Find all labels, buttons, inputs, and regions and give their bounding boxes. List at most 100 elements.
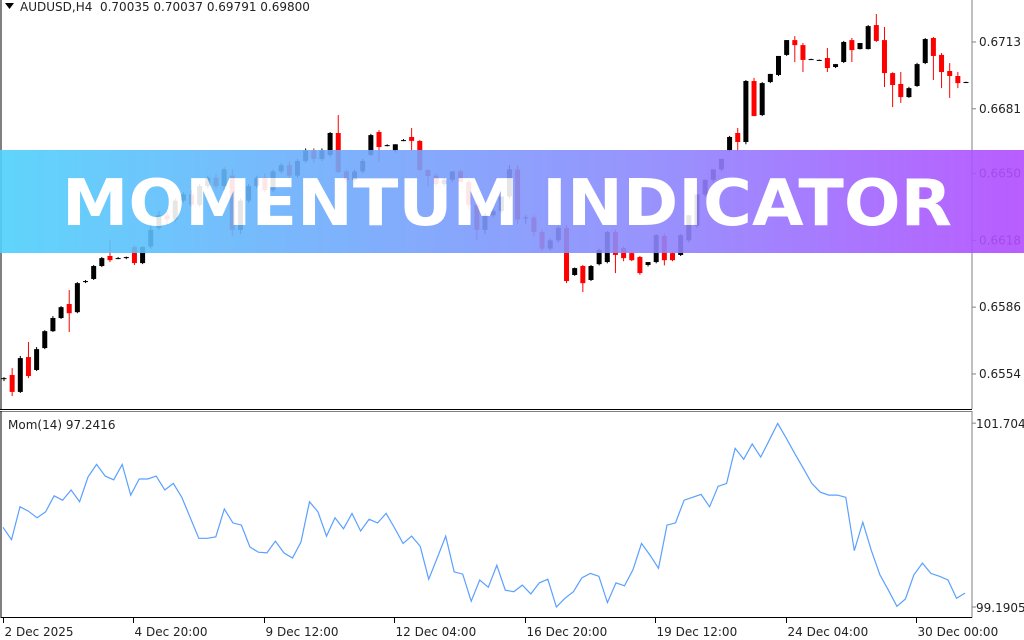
momentum-line <box>2 422 966 609</box>
candle-body <box>572 268 578 275</box>
momentum-tick-label: 99.1905 <box>976 601 1024 615</box>
candle <box>74 282 80 314</box>
candle <box>115 257 121 260</box>
candle <box>808 58 814 61</box>
candle-body <box>368 135 374 155</box>
candle-body <box>1 378 7 380</box>
candle-body <box>83 281 89 283</box>
candle <box>50 316 56 332</box>
candle <box>17 356 23 393</box>
candle <box>906 86 912 98</box>
candle-body <box>775 55 781 75</box>
candle-body <box>890 73 896 85</box>
candle-body <box>670 253 676 261</box>
candle <box>1 377 7 382</box>
momentum-tick-label: 101.704 <box>976 417 1024 431</box>
time-tick-label: 4 Dec 20:00 <box>135 625 208 639</box>
candle-body <box>800 45 806 60</box>
candle-body <box>99 258 105 267</box>
candle-body <box>400 140 406 142</box>
candle-body <box>849 40 855 51</box>
momentum-label: Mom(14) 97.2416 <box>8 418 115 432</box>
momentum-axis: 101.704 99.1905 <box>972 417 1024 615</box>
candle <box>727 135 733 152</box>
candle-body <box>621 248 627 259</box>
candle <box>881 26 887 88</box>
candle-body <box>939 54 945 73</box>
candle-body <box>9 375 15 392</box>
candle-body <box>629 253 635 261</box>
candle <box>58 306 64 320</box>
time-tick-label: 2 Dec 2025 <box>5 625 74 639</box>
candle-body <box>564 228 570 282</box>
candle-body <box>930 38 936 56</box>
candle <box>792 36 798 63</box>
candle <box>930 36 936 80</box>
candle-body <box>824 58 830 69</box>
candle-body <box>645 262 651 265</box>
candle <box>841 40 847 64</box>
candle-body <box>751 81 757 117</box>
candle-body <box>107 255 113 261</box>
candle <box>670 251 676 262</box>
candle-body <box>898 83 904 98</box>
title-banner: MOMENTUM INDICATOR <box>0 150 1024 253</box>
candle-body <box>409 136 415 141</box>
candle-body <box>123 257 129 259</box>
candle <box>816 59 822 61</box>
candle <box>83 280 89 284</box>
candle <box>384 144 390 147</box>
candle <box>645 262 651 267</box>
candle <box>580 264 586 293</box>
candle-body <box>140 247 146 264</box>
candle <box>572 267 578 276</box>
price-tick-label: 0.6586 <box>979 300 1021 314</box>
candle-body <box>327 133 333 155</box>
candle <box>25 342 31 379</box>
candle-body <box>792 40 798 46</box>
candle-body <box>727 136 733 151</box>
candle-body <box>833 64 839 68</box>
triangle-down-icon[interactable] <box>5 3 14 9</box>
candle <box>963 81 969 84</box>
time-axis: 2 Dec 2025 4 Dec 20:00 9 Dec 12:00 12 Dec 0… <box>3 618 998 639</box>
candle <box>34 347 40 372</box>
candle-body <box>588 266 594 281</box>
candle-body <box>735 133 741 142</box>
candle <box>66 290 72 332</box>
candle <box>123 256 129 260</box>
candle <box>99 257 105 268</box>
candle-body <box>881 40 887 74</box>
candle <box>409 127 415 151</box>
time-tick-label: 19 Dec 12:00 <box>657 625 738 639</box>
candle <box>42 330 48 350</box>
candle-body <box>914 64 920 87</box>
candle-body <box>392 144 398 151</box>
price-tick-label: 0.6681 <box>979 102 1021 116</box>
candle-body <box>50 318 56 332</box>
momentum-panel[interactable]: Mom(14) 97.2416 101.704 99.1905 <box>0 411 1024 618</box>
candle-body <box>767 73 773 83</box>
candle <box>588 264 594 282</box>
candle <box>833 63 839 69</box>
candle <box>775 55 781 77</box>
candle <box>873 13 879 42</box>
candle <box>947 63 953 98</box>
candle-body <box>66 304 72 314</box>
candle <box>751 77 757 117</box>
symbol-header: AUDUSD,H4 0.70035 0.70037 0.69791 0.6980… <box>20 0 310 14</box>
candle <box>629 251 635 262</box>
candle-body <box>947 70 953 77</box>
candle-body <box>784 40 790 55</box>
candle-body <box>963 82 969 84</box>
candle-body <box>131 247 137 264</box>
candle <box>857 43 863 50</box>
time-tick-label: 24 Dec 04:00 <box>788 625 869 639</box>
time-tick-label: 12 Dec 04:00 <box>396 625 477 639</box>
candle-body <box>91 266 97 279</box>
candle-body <box>865 26 871 50</box>
banner-title: MOMENTUM INDICATOR <box>62 167 952 241</box>
candle-body <box>857 43 863 50</box>
candle-body <box>34 349 40 370</box>
